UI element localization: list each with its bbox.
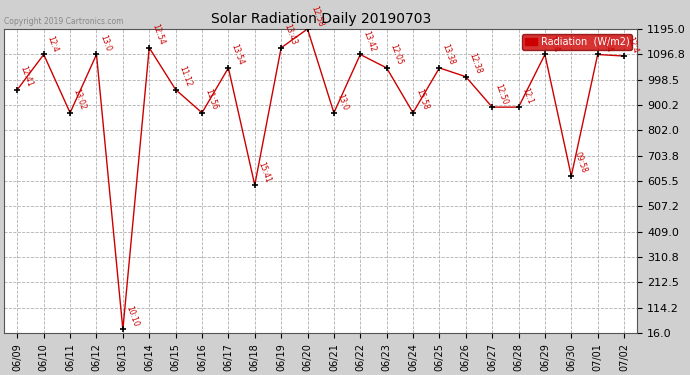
Text: 13:42: 13:42 (362, 30, 377, 53)
Text: 12:1: 12:1 (520, 87, 534, 106)
Text: 15:41: 15:41 (256, 160, 272, 184)
Text: 11:56: 11:56 (204, 88, 219, 111)
Legend: Radiation  (W/m2): Radiation (W/m2) (522, 34, 632, 50)
Text: 13:02: 13:02 (72, 88, 88, 111)
Text: 13:54: 13:54 (230, 43, 246, 66)
Text: Copyright 2019 Cartronics.com: Copyright 2019 Cartronics.com (4, 17, 124, 26)
Text: 12:41: 12:41 (19, 65, 34, 88)
Title: Solar Radiation Daily 20190703: Solar Radiation Daily 20190703 (210, 12, 431, 26)
Text: 12:54: 12:54 (150, 23, 166, 46)
Text: 12:58: 12:58 (309, 4, 325, 28)
Text: 11:12: 11:12 (177, 65, 193, 88)
Text: 10:10: 10:10 (124, 304, 140, 328)
Text: 13:0: 13:0 (335, 92, 350, 111)
Text: 12:4: 12:4 (546, 34, 560, 53)
Text: 13:0: 13:0 (98, 34, 112, 53)
Text: 12:4: 12:4 (625, 36, 640, 55)
Text: 15:58: 15:58 (415, 88, 431, 111)
Text: 12:4: 12:4 (45, 34, 59, 53)
Text: 12:38: 12:38 (467, 52, 483, 75)
Text: 12:05: 12:05 (388, 43, 404, 66)
Text: 12:50: 12:50 (493, 82, 509, 106)
Text: 12:4: 12:4 (599, 34, 613, 53)
Text: 09:58: 09:58 (573, 151, 589, 175)
Text: 13:43: 13:43 (282, 23, 299, 46)
Text: 13:38: 13:38 (441, 43, 457, 66)
